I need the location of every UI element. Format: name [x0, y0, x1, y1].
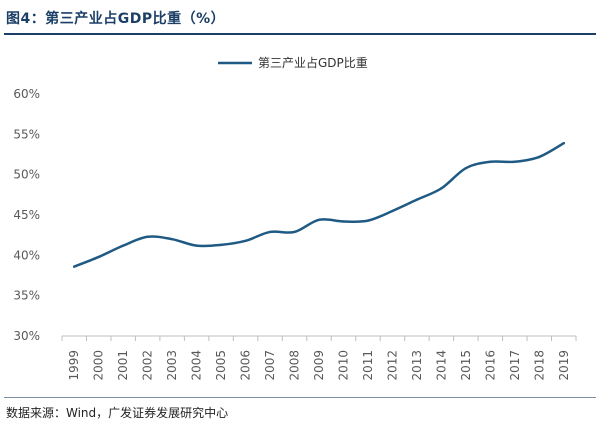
data-point: [538, 155, 541, 159]
x-tick-label: 2017: [508, 350, 522, 381]
data-point: [293, 230, 296, 234]
data-point: [489, 160, 492, 163]
x-tick-label: 2019: [557, 350, 571, 381]
x-tick-label: 2000: [92, 350, 106, 381]
data-point: [513, 160, 517, 163]
x-tick-label: 2001: [116, 350, 130, 381]
y-tick-label: 35%: [13, 289, 40, 303]
data-source-note: 数据来源：Wind，广发证券发展研究中心: [6, 406, 229, 420]
data-point: [440, 187, 443, 190]
x-tick-label: 2014: [434, 350, 448, 381]
x-tick-label: 2012: [385, 350, 399, 381]
x-tick-label: 2016: [483, 350, 497, 381]
legend-label: 第三产业占GDP比重: [258, 55, 368, 70]
x-tick-label: 2004: [190, 350, 204, 381]
x-tick-label: 2011: [361, 350, 375, 381]
data-point: [317, 218, 321, 222]
y-tick-label: 55%: [13, 127, 40, 141]
title-divider: [4, 33, 596, 35]
data-point: [562, 142, 565, 145]
figure-title-bar: 图4：第三产业占GDP比重（%）: [0, 0, 600, 35]
x-tick-label: 2013: [410, 350, 424, 381]
data-point: [219, 243, 223, 247]
data-point: [195, 244, 198, 247]
y-tick-label: 30%: [13, 329, 40, 343]
x-tick-label: 2009: [312, 350, 326, 381]
data-point: [342, 220, 345, 223]
y-tick-label: 40%: [13, 248, 40, 262]
data-point: [244, 239, 247, 243]
chart-area: 30% 35% 40% 45% 50% 55% 60% 1999 2000 2001 2002 200…: [0, 36, 600, 396]
figure-title: 图4：第三产业占GDP比重（%）: [6, 11, 226, 27]
x-tick-label: 2005: [214, 350, 228, 381]
data-point: [97, 255, 100, 259]
data-point: [268, 230, 272, 234]
data-point: [170, 238, 174, 241]
data-point: [146, 235, 149, 238]
data-point: [366, 219, 370, 222]
data-point: [73, 265, 76, 268]
x-tick-label: 2007: [263, 350, 277, 381]
y-tick-label: 50%: [13, 168, 40, 182]
y-tick-label: 45%: [13, 208, 40, 222]
x-tick-label: 2010: [336, 350, 350, 381]
x-tick-label: 2003: [165, 350, 179, 381]
x-tick-label: 2002: [141, 350, 155, 381]
x-tick-label: 2008: [288, 350, 302, 381]
x-tick-label: 2006: [239, 350, 253, 381]
line-chart: 30% 35% 40% 45% 50% 55% 60% 1999 2000 2001 2002 200…: [13, 55, 577, 381]
y-tick-label: 60%: [13, 87, 40, 101]
x-tick-label: 1999: [67, 350, 81, 381]
source-divider: [4, 397, 596, 398]
data-point: [121, 244, 125, 247]
data-point: [391, 209, 394, 213]
data-point: [464, 167, 468, 170]
x-tick-label: 2018: [532, 350, 546, 381]
data-point: [415, 198, 419, 201]
x-tick-label: 2015: [459, 350, 473, 381]
